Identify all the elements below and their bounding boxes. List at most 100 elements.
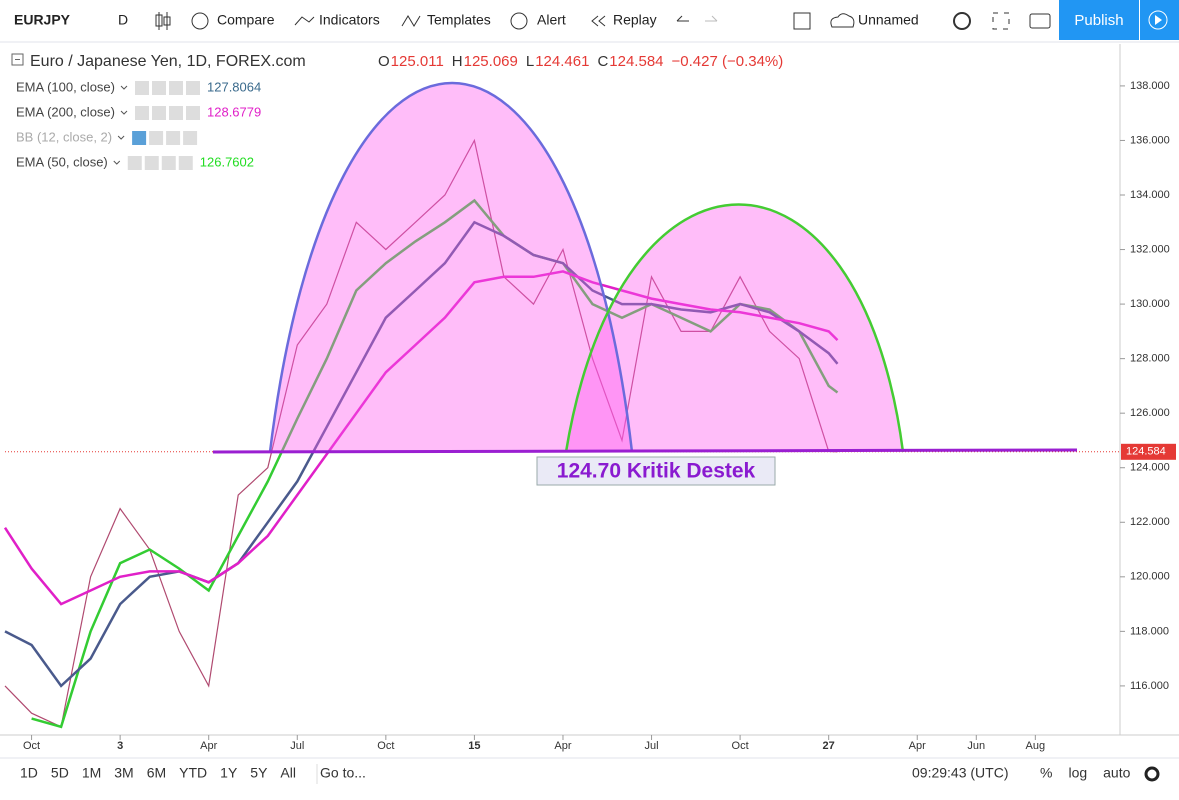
y-tick-label: 126.000: [1130, 407, 1170, 419]
range-button[interactable]: 5D: [51, 765, 69, 781]
range-button[interactable]: 3M: [114, 765, 133, 781]
y-tick-label: 130.000: [1130, 298, 1170, 310]
clock: 09:29:43 (UTC): [912, 765, 1008, 781]
play-triangle: [1155, 15, 1162, 25]
indicator-button[interactable]: [132, 131, 147, 145]
alert-icon[interactable]: [510, 12, 528, 30]
cloud-icon[interactable]: [830, 13, 855, 28]
indicator-button[interactable]: [183, 131, 198, 145]
publish-button[interactable]: [1059, 0, 1139, 40]
y-tick-label: 124.000: [1130, 462, 1170, 474]
camera-icon[interactable]: [1029, 13, 1051, 29]
dropdown[interactable]: [120, 110, 128, 115]
y-tick-label: 134.000: [1130, 189, 1170, 201]
range-button[interactable]: 6M: [147, 765, 166, 781]
left-arc-fill: [270, 83, 632, 452]
collapse-button[interactable]: [11, 53, 24, 66]
indicator-name: EMA (100, close): [16, 79, 115, 94]
series-line: [31, 198, 839, 729]
replay-icon[interactable]: [591, 15, 606, 27]
goto[interactable]: Go to...: [320, 765, 366, 781]
scale-option[interactable]: log: [1068, 765, 1087, 781]
y-tick-label: 136.000: [1130, 134, 1170, 146]
y-tick-label: 118.000: [1130, 625, 1169, 637]
indicator-button[interactable]: [152, 106, 166, 120]
indicators[interactable]: Indicators: [319, 12, 380, 28]
templates[interactable]: Templates: [427, 12, 491, 28]
indicator-button[interactable]: [135, 106, 149, 120]
ohlc-key: L: [526, 53, 534, 70]
select-box[interactable]: [793, 12, 811, 30]
range-button[interactable]: 5Y: [250, 765, 268, 781]
indicator-value: 127.8064: [207, 79, 261, 94]
indicator-button[interactable]: [152, 81, 166, 95]
chart-style-icon[interactable]: [155, 12, 171, 30]
compare-icon[interactable]: [191, 12, 209, 30]
change: −0.427 (−0.34%): [672, 53, 784, 70]
settings-gear[interactable]: [1144, 766, 1160, 782]
indicator-button[interactable]: [149, 131, 164, 145]
indicator-button[interactable]: [186, 81, 200, 95]
publish-label[interactable]: Publish: [1074, 12, 1123, 29]
indicator-name: BB (12, close, 2): [16, 129, 112, 144]
layout-name[interactable]: Unnamed: [858, 12, 919, 28]
x-tick-label: Apr: [200, 740, 217, 752]
dropdown[interactable]: [117, 135, 125, 140]
redo[interactable]: [705, 15, 718, 22]
range-button[interactable]: 1D: [20, 765, 38, 781]
replay[interactable]: Replay: [613, 12, 657, 28]
indicator-button[interactable]: [186, 106, 200, 120]
symbol[interactable]: EURJPY: [14, 12, 71, 28]
indicator-button[interactable]: [178, 156, 193, 170]
x-tick-label: 27: [823, 740, 835, 752]
x-tick-label: Jun: [967, 740, 985, 752]
right-arc[interactable]: [564, 203, 905, 453]
play-icon[interactable]: [1148, 10, 1168, 30]
undo[interactable]: [676, 15, 689, 22]
indicator-button[interactable]: [169, 106, 183, 120]
x-tick-label: Apr: [909, 740, 926, 752]
annotation-box[interactable]: [536, 456, 776, 486]
scale-option[interactable]: auto: [1103, 765, 1130, 781]
fullscreen-icon[interactable]: [992, 12, 1010, 30]
series-line: [3, 270, 839, 606]
compare[interactable]: Compare: [217, 12, 275, 28]
y-tick-label: 138.000: [1130, 80, 1170, 92]
indicator-name: EMA (200, close): [16, 104, 115, 119]
indicator-button[interactable]: [135, 81, 149, 95]
alert[interactable]: Alert: [537, 12, 566, 28]
indicators-icon[interactable]: [294, 16, 315, 26]
indicator-button[interactable]: [161, 156, 176, 170]
indicator-button[interactable]: [169, 81, 183, 95]
left-arc[interactable]: [268, 81, 634, 453]
last-price-box: [1121, 443, 1176, 460]
legend: EMA (100, close) 127.8064 EMA (200, close)…: [16, 79, 261, 170]
indicator-button[interactable]: [127, 156, 142, 170]
toolbar: [0, 0, 1179, 42]
indicator-button[interactable]: [144, 156, 159, 170]
templates-icon[interactable]: [401, 15, 421, 27]
y-tick-label: 120.000: [1130, 571, 1170, 583]
dropdown[interactable]: [113, 160, 121, 165]
plot: 116.000 118.000 120.000 122.000 124.000 126.0…: [3, 80, 1176, 752]
dropdown[interactable]: [120, 85, 128, 90]
range-button[interactable]: YTD: [179, 765, 207, 781]
scale-option[interactable]: %: [1040, 765, 1052, 781]
x-tick-label: 15: [468, 740, 480, 752]
y-tick-label: 128.000: [1130, 353, 1170, 365]
ohlc-key: C: [597, 53, 608, 70]
x-tick-label: Apr: [554, 740, 571, 752]
interval[interactable]: D: [118, 12, 128, 28]
settings-icon[interactable]: [953, 12, 971, 30]
range-button[interactable]: 1M: [82, 765, 101, 781]
range-button[interactable]: All: [280, 765, 296, 781]
support-line[interactable]: [212, 448, 1078, 454]
series-line: [4, 138, 838, 728]
annotation[interactable]: 124.70 Kritik Destek: [557, 460, 756, 483]
y-tick-label: 132.000: [1130, 243, 1170, 255]
x-tick-label: Aug: [1026, 740, 1046, 752]
series-title: Euro / Japanese Yen, 1D, FOREX.com: [30, 53, 306, 70]
x-tick-label: Oct: [377, 740, 394, 752]
range-button[interactable]: 1Y: [220, 765, 238, 781]
indicator-button[interactable]: [166, 131, 181, 145]
